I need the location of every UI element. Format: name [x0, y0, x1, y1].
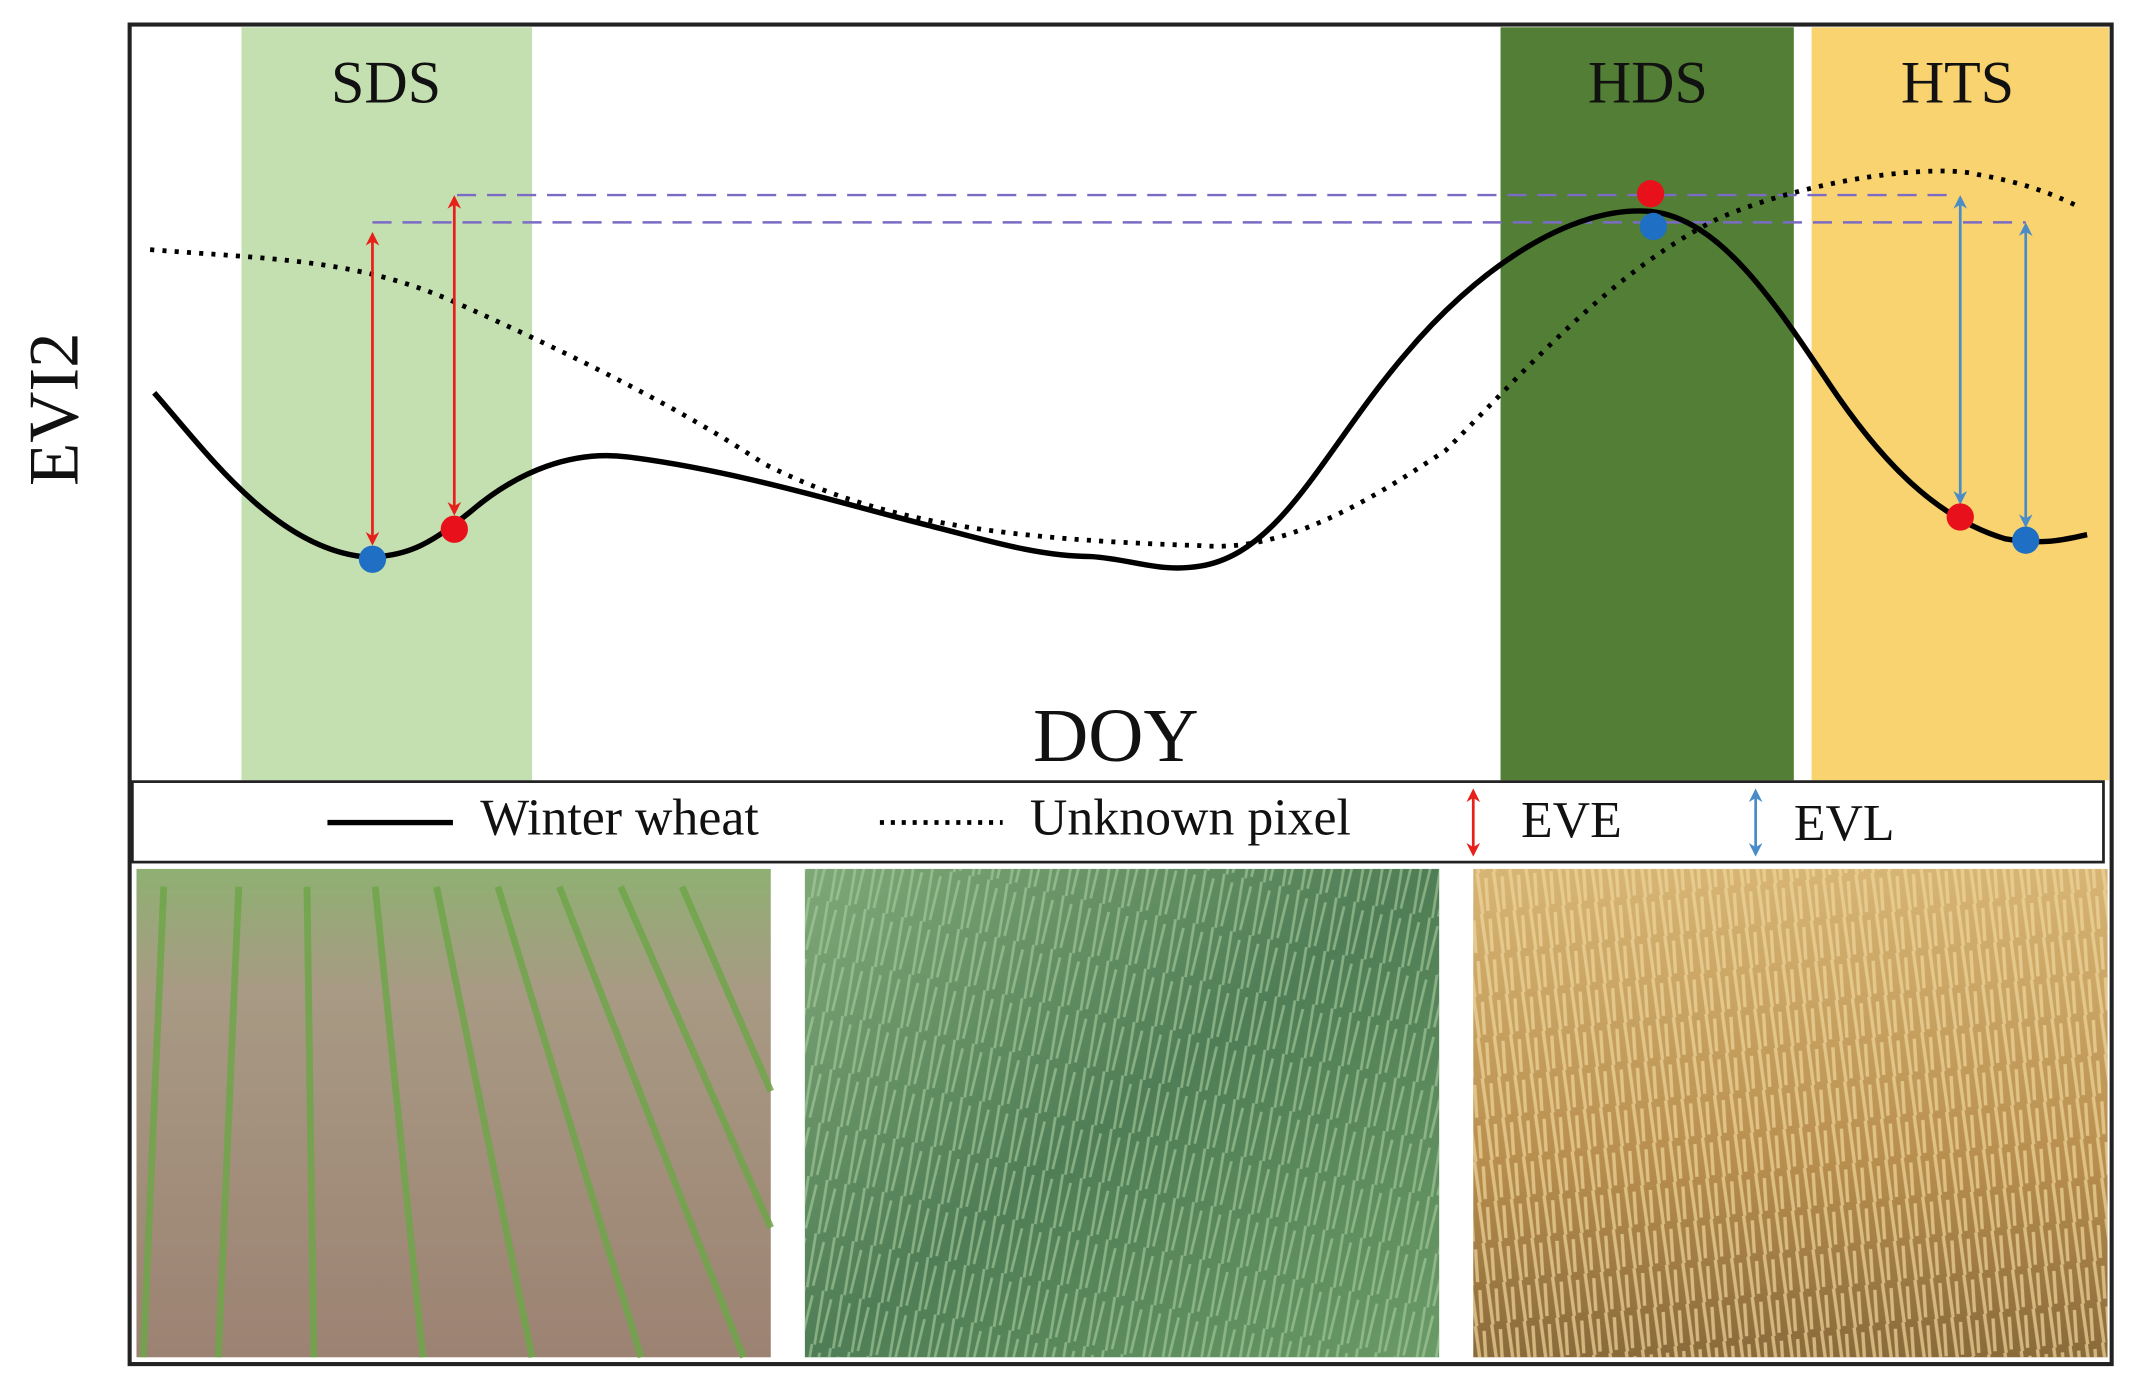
band-label: HDS	[1588, 49, 1708, 115]
point	[1946, 503, 1974, 531]
photo-seedling	[136, 868, 774, 1359]
photo-harvest	[1473, 868, 2108, 1358]
legend-label: EVE	[1521, 792, 1622, 849]
x-axis-label: DOY	[1033, 693, 1198, 778]
point	[1639, 212, 1667, 241]
legend-label: Winter wheat	[480, 789, 759, 846]
sds-band	[241, 27, 533, 781]
band-label: SDS	[331, 49, 441, 115]
y-axis-label: EVI2	[16, 332, 94, 486]
photo-heading	[804, 868, 1440, 1358]
legend-label: Unknown pixel	[1030, 789, 1351, 846]
point	[440, 515, 468, 543]
legend-label: EVL	[1794, 795, 1895, 852]
point	[2012, 526, 2040, 554]
point	[358, 545, 387, 573]
point	[1636, 180, 1665, 208]
legend	[131, 780, 2105, 864]
frame	[127, 22, 2114, 1367]
hds-band	[1500, 27, 1794, 781]
band-label: HTS	[1901, 49, 2014, 115]
